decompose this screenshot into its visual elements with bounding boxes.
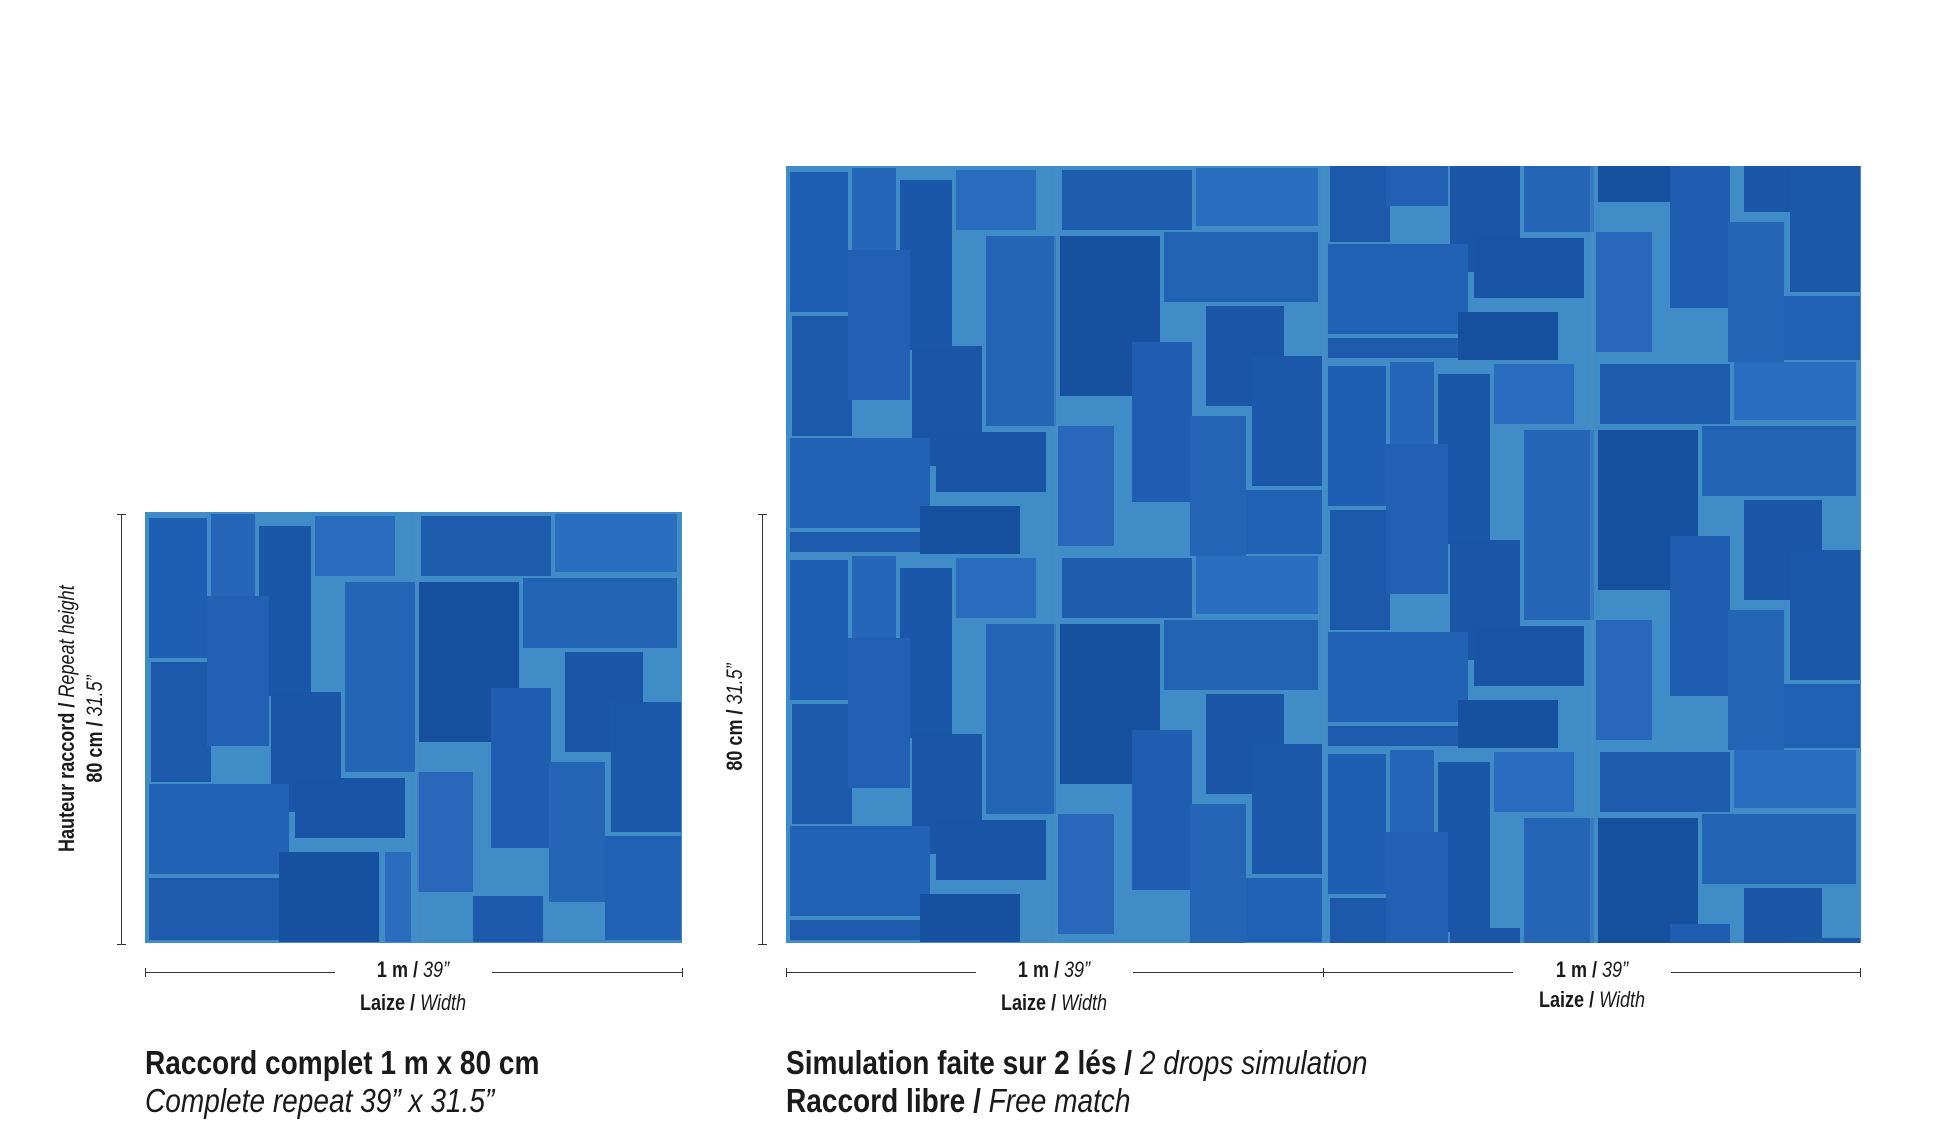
width-tick-left [145,968,146,977]
drop2-width-label-fr: Laize / [1538,987,1600,1012]
drop1-dimension-line [786,972,976,973]
simulation-swatch [786,166,1861,943]
height-value-en: 31.5” [82,675,107,717]
blue-block-pattern [145,512,682,943]
width-label-en: Width [420,990,467,1015]
height-value-fr: 80 cm / [82,716,107,783]
simulation-caption-line2: Raccord libre / Free match [786,1082,1367,1120]
width-value-en: 39” [423,957,450,982]
drop2-width-value: 1 m / 39” [1492,957,1692,983]
repeat-height-label: Hauteur raccord / Repeat height [54,579,80,879]
width-value-fr: 1 m / [376,957,424,982]
sim-height-value-en: 31.5” [722,663,747,705]
simulation-caption: Simulation faite sur 2 lés / 2 drops sim… [786,1044,1367,1120]
simulation-caption-line1: Simulation faite sur 2 lés / 2 drops sim… [786,1044,1367,1082]
drop2-dimension-line-2 [1671,972,1861,973]
simulation-caption-en: 2 drops simulation [1139,1044,1368,1081]
drop1-width-value-fr: 1 m / [1017,957,1065,982]
sim-height-value: 80 cm / 31.5” [722,572,748,862]
drop2-tick-right [1860,968,1861,977]
sim-height-tick-bottom [758,944,767,945]
drop2-width-value-fr: 1 m / [1555,957,1603,982]
height-tick-top [117,514,126,515]
width-label-fr: Laize / [359,990,421,1015]
repeat-swatch [145,512,682,943]
free-match-fr: Raccord libre / [786,1082,989,1119]
height-label-fr: Hauteur raccord / [54,697,79,852]
drop1-dimension-line-2 [1133,972,1323,973]
drop2-dimension-line [1323,972,1513,973]
drop1-width-label-en: Width [1061,990,1108,1015]
width-dimension-line-2 [492,972,682,973]
width-label: Laize / Width [313,990,513,1016]
repeat-height-value: 80 cm / 31.5” [82,584,108,874]
sim-height-dimension-line [762,514,763,944]
width-dimension-line [145,972,335,973]
drop1-width-value-en: 39” [1064,957,1091,982]
drop2-width-value-en: 39” [1602,957,1629,982]
free-match-en: Free match [988,1082,1131,1119]
width-value: 1 m / 39” [313,957,513,983]
drop1-tick-left [786,968,787,977]
repeat-caption: Raccord complet 1 m x 80 cm Complete rep… [145,1044,539,1120]
height-tick-bottom [117,944,126,945]
width-tick-right [682,968,683,977]
repeat-caption-line2: Complete repeat 39” x 31.5” [145,1082,495,1119]
repeat-caption-line1: Raccord complet 1 m x 80 cm [145,1044,540,1081]
blue-block-pattern-simulation [786,166,1861,943]
drop1-width-label: Laize / Width [954,990,1154,1016]
sim-height-value-fr: 80 cm / [722,704,747,771]
height-dimension-line [121,514,122,944]
sim-height-tick-top [758,514,767,515]
height-label-en: Repeat height [54,585,79,698]
drop1-width-label-fr: Laize / [1000,990,1062,1015]
drop1-width-value: 1 m / 39” [954,957,1154,983]
simulation-caption-fr: Simulation faite sur 2 lés / [786,1044,1140,1081]
drop2-width-label: Laize / Width [1492,987,1692,1013]
drop2-width-label-en: Width [1599,987,1646,1012]
